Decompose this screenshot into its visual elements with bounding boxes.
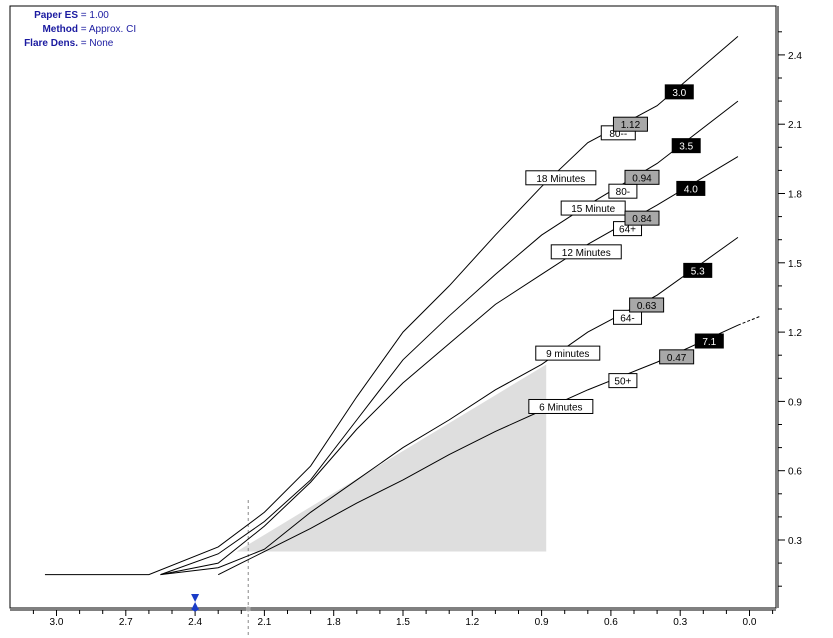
x-tick-label: 1.5 — [396, 617, 410, 628]
curve-value-box: 0.84 — [632, 214, 652, 225]
curve-end-box-box — [683, 262, 713, 278]
curve-label-box — [560, 200, 626, 216]
curve-4 — [160, 236, 739, 576]
curve-3 — [160, 156, 739, 576]
curve-value-box-box — [624, 169, 660, 185]
equals-sign: = — [80, 38, 90, 49]
curve-mid-label: 64- — [620, 313, 634, 324]
equals-sign: = — [80, 24, 89, 35]
y-tick-label: 1.8 — [788, 190, 802, 201]
curve-value-box: 0.94 — [632, 173, 652, 184]
x-tick-label: 0.0 — [743, 617, 757, 628]
curve-mid-label: 80-- — [609, 129, 627, 140]
x-tick-label: 1.2 — [465, 617, 479, 628]
curve-value-box-box — [659, 349, 695, 365]
curve-value-box: 0.63 — [637, 301, 657, 312]
curve-value-box-box — [629, 297, 665, 313]
curve-5 — [217, 324, 739, 576]
curve-end-box: 7.1 — [702, 337, 716, 348]
x-tick-label: 2.7 — [119, 617, 133, 628]
curve-end-box-box — [694, 333, 724, 349]
blue-marker-icon — [191, 594, 200, 602]
x-tick-label: 0.9 — [535, 617, 549, 628]
curve-end-box-box — [676, 180, 706, 196]
curve-label-box — [525, 170, 597, 186]
x-tick-label: 1.8 — [327, 617, 341, 628]
x-tick-label: 3.0 — [50, 617, 64, 628]
grey-marker-icon — [245, 606, 251, 612]
curve-mid-label: 80- — [616, 187, 630, 198]
x-tick-label: 2.4 — [188, 617, 202, 628]
curve-mid-label: 64+ — [619, 225, 636, 236]
y-tick-label: 0.9 — [788, 397, 802, 408]
curve-label-box — [550, 244, 622, 260]
equals-sign: = — [80, 10, 90, 21]
curve-label: 9 minutes — [546, 349, 589, 360]
x-tick-label: 0.6 — [604, 617, 618, 628]
flare-value: None — [89, 38, 114, 49]
curve-value-box: 1.12 — [621, 120, 641, 131]
x-tick-label: 0.3 — [673, 617, 687, 628]
curve-1 — [44, 36, 739, 576]
y-tick-label: 2.4 — [788, 51, 802, 62]
paper-es-value: 1.00 — [89, 10, 109, 21]
y-tick-label: 0.3 — [788, 536, 802, 547]
curve-end-box: 4.0 — [684, 184, 698, 195]
curve-label: 6 Minutes — [539, 402, 582, 413]
curve-label: 15 Minute — [571, 204, 615, 215]
y-tick-label: 1.2 — [788, 328, 802, 339]
curve-value-box-box — [612, 116, 648, 132]
y-tick-label: 0.6 — [788, 467, 802, 478]
curve-mid-label-box — [608, 373, 638, 389]
curve-mid-label-box — [613, 309, 643, 325]
method-key: Method — [42, 24, 78, 35]
curve-end-box: 3.5 — [679, 142, 693, 153]
curve-end-box-box — [671, 138, 701, 154]
curve-label-box — [528, 398, 594, 414]
curve-end-box-box — [664, 84, 694, 100]
paper-es-row: Paper ES = 1.00 — [4, 9, 136, 23]
shaded-region — [236, 364, 547, 552]
y-tick-label: 1.5 — [788, 259, 802, 270]
curve-end-box: 5.3 — [691, 266, 705, 277]
curve-extension-dashed — [737, 315, 762, 326]
y-tick-label: 2.1 — [788, 120, 802, 131]
blue-marker-dot — [192, 606, 198, 612]
method-row: Method = Approx. CI — [4, 23, 136, 37]
curve-mid-label: 50+ — [614, 377, 631, 388]
curve-2 — [160, 100, 739, 576]
method-value: Approx. CI — [88, 24, 137, 35]
curve-end-box: 3.0 — [672, 88, 686, 99]
x-tick-label: 2.1 — [257, 617, 271, 628]
curve-value-box-box — [624, 210, 660, 226]
curve-value-box: 0.47 — [667, 353, 687, 364]
curve-label-box — [535, 345, 601, 361]
curve-label: 12 Minutes — [562, 248, 611, 259]
flare-key: Flare Dens. — [24, 38, 78, 49]
flare-row: Flare Dens. = None — [4, 37, 136, 51]
info-panel: Paper ES = 1.00 Method = Approx. CI Flar… — [4, 9, 136, 51]
plot-frame — [9, 5, 777, 609]
curve-mid-label-box — [608, 183, 638, 199]
paper-es-key: Paper ES — [34, 10, 78, 21]
curve-label: 18 Minutes — [536, 174, 585, 185]
